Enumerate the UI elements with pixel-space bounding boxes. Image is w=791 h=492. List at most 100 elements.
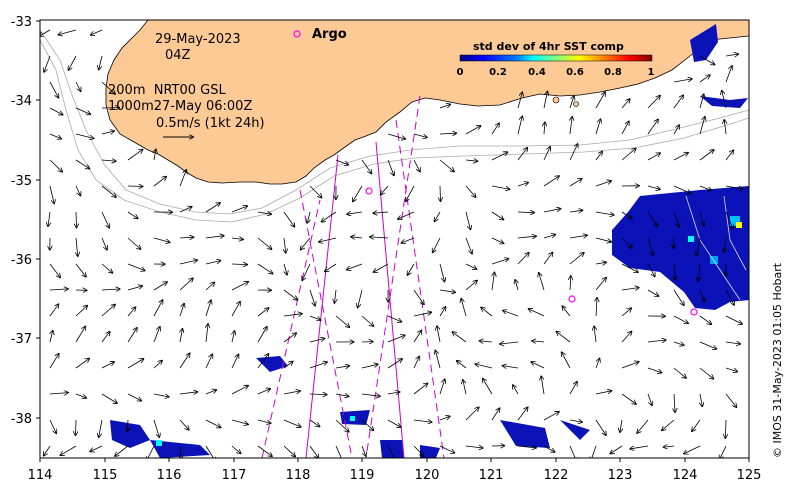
current-arrow (284, 237, 286, 253)
current-arrow (205, 283, 214, 291)
current-arrow (283, 333, 296, 343)
current-arrow (513, 385, 519, 395)
current-arrow (206, 324, 208, 343)
x-tick-label: 121 (479, 468, 504, 483)
current-arrow (257, 327, 267, 343)
scale-label: 0.5m/s (1kt 24h) (156, 116, 265, 131)
current-arrow (257, 263, 273, 274)
current-arrow (335, 366, 349, 368)
current-arrow (257, 212, 271, 214)
current-arrow (322, 211, 337, 222)
y-tick-label: -34 (11, 94, 32, 109)
current-arrow (433, 237, 441, 252)
current-arrow (517, 148, 527, 161)
current-arrow (76, 237, 78, 256)
current-arrow (621, 99, 630, 109)
current-arrow (439, 290, 455, 292)
current-arrow (699, 341, 716, 349)
current-arrow (387, 445, 396, 458)
contour-1000m (40, 39, 749, 223)
current-arrow (309, 362, 327, 369)
current-arrow (725, 54, 738, 56)
current-arrow (179, 278, 193, 291)
current-arrow (557, 332, 571, 343)
current-arrow (465, 408, 479, 421)
current-arrow (621, 237, 632, 248)
current-arrow (179, 237, 193, 238)
current-arrow (491, 185, 509, 189)
current-arrow (370, 237, 389, 238)
current-arrow (594, 327, 596, 343)
current-arrow (101, 160, 116, 161)
current-arrow (353, 185, 363, 201)
current-arrow (435, 211, 441, 221)
current-arrow (347, 212, 363, 214)
current-arrow (127, 393, 141, 401)
x-tick-label: 125 (737, 468, 762, 483)
current-arrow (307, 211, 310, 223)
current-arrow (76, 419, 77, 435)
current-arrow (465, 446, 483, 448)
current-arrow (335, 159, 348, 165)
current-arrow (491, 259, 508, 265)
contour-200m (40, 29, 749, 215)
current-vectors (40, 29, 743, 458)
current-arrow (101, 211, 109, 228)
current-arrow (154, 150, 156, 161)
current-arrow (231, 302, 240, 317)
current-arrow (595, 119, 601, 135)
current-arrow (127, 328, 137, 343)
x-tick-label: 122 (544, 468, 569, 483)
current-arrow (543, 92, 547, 109)
current-arrow (517, 183, 528, 187)
current-arrow (127, 150, 143, 161)
current-arrow (673, 342, 684, 345)
current-arrow (413, 133, 427, 137)
current-arrow (698, 263, 700, 281)
current-arrow (101, 362, 114, 369)
current-arrow (570, 276, 571, 291)
current-arrow (673, 185, 691, 193)
current-arrow (463, 380, 467, 395)
current-arrow (515, 280, 518, 291)
current-arrow (387, 315, 401, 322)
current-arrow (49, 133, 61, 139)
current-arrow (205, 300, 211, 317)
colorbar-tick: 0.4 (528, 67, 546, 78)
current-arrow (439, 159, 454, 171)
current-arrow (69, 55, 77, 70)
current-arrow (647, 153, 660, 161)
current-arrow (205, 419, 221, 427)
current-arrow (257, 419, 271, 423)
current-arrow (153, 282, 167, 291)
current-arrow (453, 332, 467, 343)
colorbar-tick: 0.2 (489, 67, 507, 78)
current-arrow (231, 282, 248, 291)
current-arrow (621, 288, 639, 290)
current-arrow (595, 262, 606, 264)
current-arrow (127, 286, 142, 291)
current-arrow (630, 445, 649, 449)
current-arrow (543, 412, 559, 421)
current-arrow (75, 263, 86, 277)
island (573, 101, 579, 107)
current-arrow (595, 419, 606, 435)
current-arrow (569, 253, 584, 265)
current-arrow (153, 327, 160, 343)
current-arrow (725, 393, 736, 407)
current-arrow (351, 237, 363, 238)
current-arrow (231, 386, 248, 395)
current-arrow (283, 314, 302, 316)
current-arrow (153, 393, 169, 397)
current-arrow (361, 445, 366, 456)
colorbar-title: std dev of 4hr SST comp (473, 40, 624, 53)
current-arrow (101, 81, 115, 94)
current-arrow (283, 362, 293, 369)
hour-label: 04Z (165, 48, 191, 63)
current-arrow (439, 133, 456, 134)
current-arrow (517, 236, 536, 238)
current-arrow (309, 394, 327, 395)
current-arrow (49, 81, 58, 98)
current-arrow (309, 445, 318, 458)
